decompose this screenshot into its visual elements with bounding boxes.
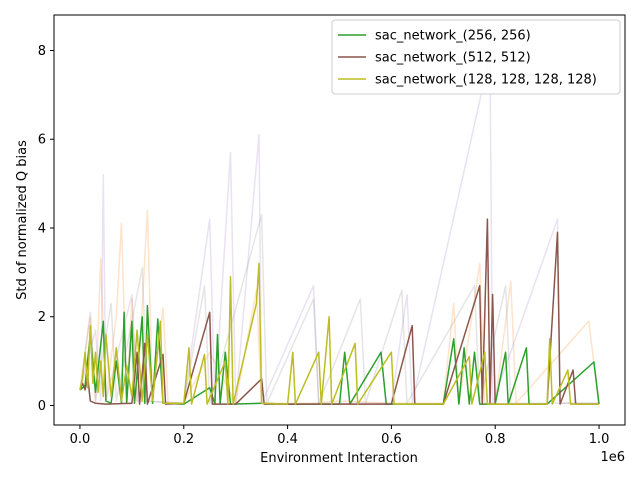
x-axis: 0.0 0.2 0.4 0.6 0.8 1.0: [70, 425, 610, 447]
axes-frame: [53, 14, 626, 426]
y-tick-label: 4: [38, 221, 46, 236]
series-line: [79, 218, 599, 405]
legend-label: sac_network_(512, 512): [375, 51, 531, 66]
x-tick-label: 0.8: [485, 432, 506, 447]
y-tick-label: 6: [38, 133, 46, 148]
y-tick-label: 0: [38, 399, 46, 414]
y-tick-label: 8: [38, 44, 46, 59]
y-tick-label: 2: [38, 310, 46, 325]
x-tick-label: 0.4: [277, 432, 298, 447]
x-axis-label: Environment Interaction: [260, 451, 418, 466]
y-axis: 0 2 4 6 8: [38, 44, 54, 414]
x-tick-label: 1.0: [589, 432, 610, 447]
y-axis-label: Std of normalized Q bias: [15, 140, 30, 300]
series-layer: [79, 54, 600, 405]
series-line: [79, 262, 599, 405]
x-tick-label: 0.6: [381, 432, 402, 447]
legend: sac_network_(256, 256) sac_network_(512, …: [331, 19, 621, 95]
x-offset-label: 1e6: [600, 450, 625, 465]
legend-label: sac_network_(128, 128, 128, 128): [375, 73, 597, 88]
x-tick-label: 0.0: [70, 432, 91, 447]
legend-box: [331, 19, 621, 95]
background-series-line: [79, 54, 599, 405]
x-tick-label: 0.2: [173, 432, 194, 447]
legend-label: sac_network_(256, 256): [375, 29, 531, 44]
